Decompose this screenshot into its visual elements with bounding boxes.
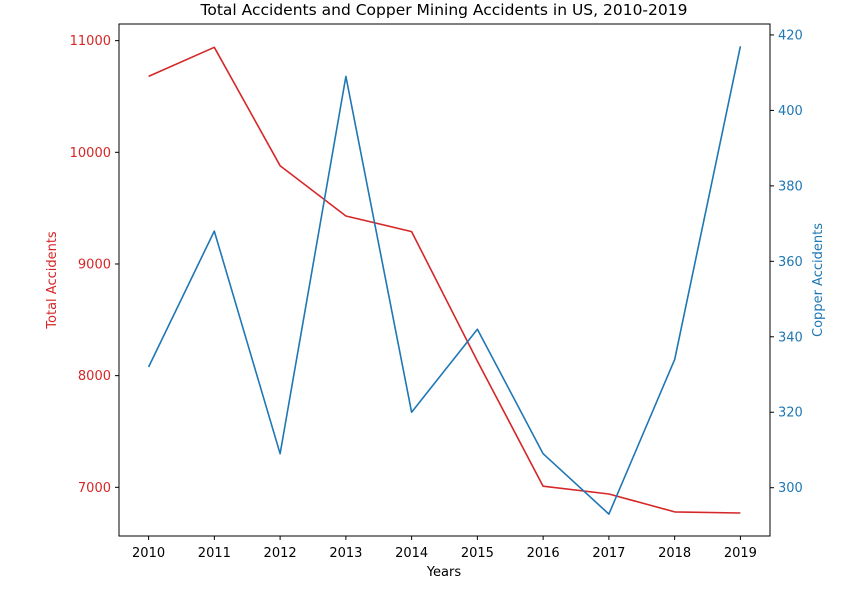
left-y-tick-label: 8000 [78, 369, 111, 384]
x-tick-label: 2019 [724, 546, 757, 561]
right-y-tick-label: 360 [778, 255, 803, 270]
right-y-axis: 300 320 340 360 380 400 420 [770, 28, 803, 496]
left-y-axis: 7000 8000 9000 10000 11000 [70, 34, 119, 496]
x-tick-label: 2010 [132, 546, 165, 561]
chart-title: Total Accidents and Copper Mining Accide… [200, 1, 688, 19]
left-y-tick-label: 9000 [78, 257, 111, 272]
left-y-tick-label: 10000 [70, 146, 111, 161]
x-tick-label: 2013 [329, 546, 362, 561]
x-tick-label: 2011 [198, 546, 231, 561]
right-y-tick-label: 320 [778, 406, 803, 421]
total-accidents-line [148, 46, 741, 514]
x-tick-label: 2016 [527, 546, 560, 561]
right-y-tick-label: 380 [778, 179, 803, 194]
right-y-tick-label: 420 [778, 28, 803, 43]
x-tick-label: 2014 [395, 546, 428, 561]
plot-frame [118, 23, 771, 537]
right-y-tick-label: 340 [778, 330, 803, 345]
right-y-tick-label: 400 [778, 104, 803, 119]
x-axis: 2010 2011 2012 2013 2014 2015 2016 2017 2018 2019 [132, 536, 757, 561]
right-y-axis-label: Copper Accidents [811, 223, 826, 337]
left-y-tick-label: 11000 [70, 34, 111, 49]
right-y-tick-label: 300 [778, 481, 803, 496]
x-tick-label: 2015 [461, 546, 494, 561]
copper-accidents-line [147, 46, 742, 515]
x-axis-label: Years [426, 565, 462, 580]
x-tick-label: 2012 [264, 546, 297, 561]
left-y-tick-label: 7000 [78, 481, 111, 496]
x-tick-label: 2018 [658, 546, 691, 561]
plot-lines [147, 46, 742, 515]
x-tick-label: 2017 [592, 546, 625, 561]
left-y-axis-label: Total Accidents [45, 231, 60, 330]
